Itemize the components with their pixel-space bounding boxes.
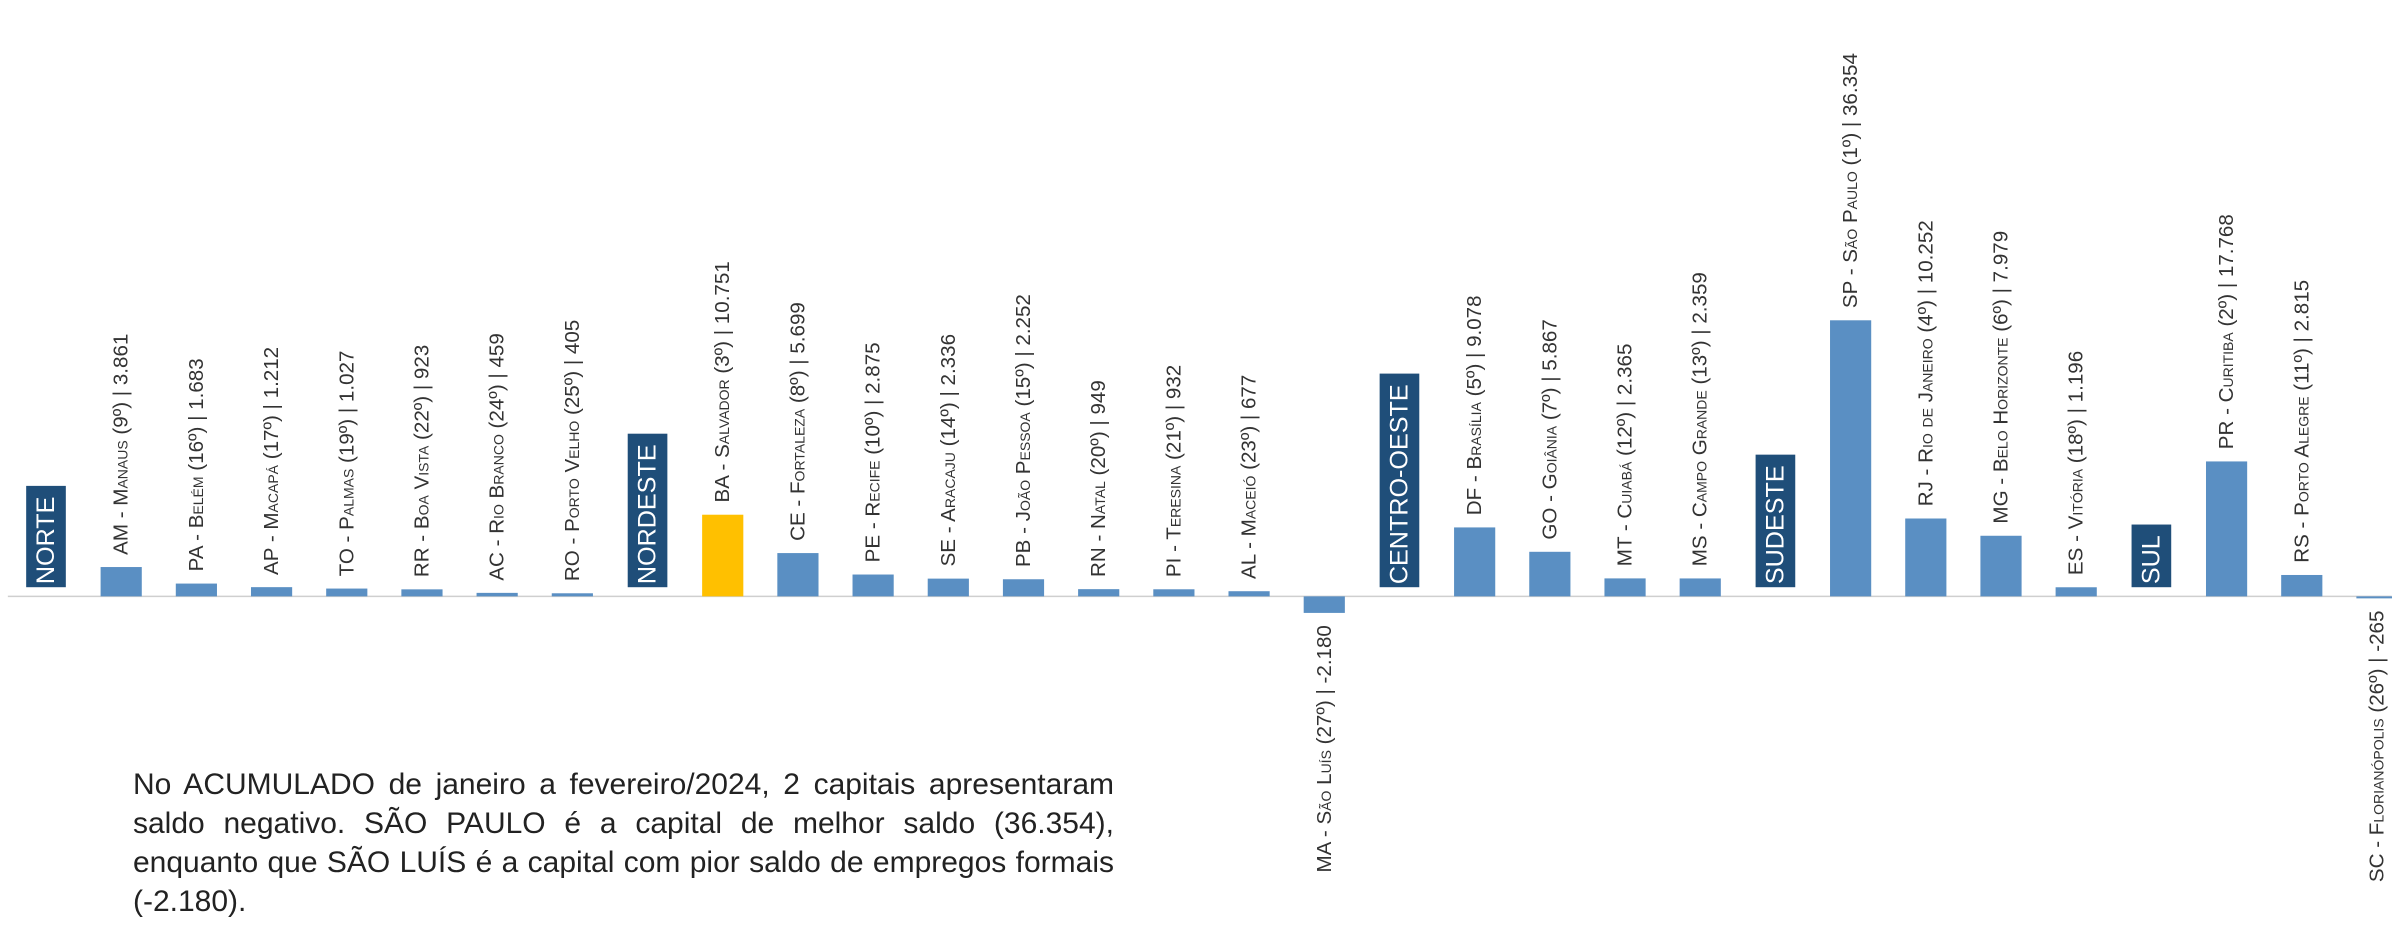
bar xyxy=(702,514,744,597)
bar xyxy=(1980,535,2022,597)
bar xyxy=(401,589,443,597)
region-label: SUL xyxy=(2137,535,2165,584)
region-box xyxy=(2131,524,2172,588)
bar xyxy=(551,593,593,597)
region-box xyxy=(1755,454,1796,588)
bar xyxy=(1153,589,1195,597)
bar-label: MT - Cuiabá (12º) | 2.365 xyxy=(1614,344,1637,567)
bar-label: PI - Teresina (21º) | 932 xyxy=(1162,365,1185,577)
bar xyxy=(777,553,819,597)
bar xyxy=(1529,551,1571,597)
region-label: NORDESTE xyxy=(634,444,662,584)
note: No ACUMULADO de janeiro a fevereiro/2024… xyxy=(133,768,1114,918)
bar xyxy=(1830,320,1872,597)
bar-label: PB - João Pessoa (15º) | 2.252 xyxy=(1012,294,1035,567)
region-label: NORTE xyxy=(32,497,60,585)
bar-label: GO - Goiânia (7º) | 5.867 xyxy=(1538,319,1561,539)
region-label: SUDESTE xyxy=(1761,465,1789,584)
bar-label: TO - Palmas (19º) | 1.027 xyxy=(335,351,358,577)
bar-label: MS - Campo Grande (13º) | 2.359 xyxy=(1689,272,1712,566)
bar xyxy=(175,583,217,597)
bar xyxy=(1604,578,1646,597)
bar xyxy=(2281,574,2323,597)
bar-label: RR - Boa Vista (22º) | 923 xyxy=(410,345,433,577)
bar xyxy=(2205,461,2248,597)
bar-label: RN - Natal (20º) | 949 xyxy=(1087,380,1110,577)
bar xyxy=(1078,589,1120,597)
bar xyxy=(2055,587,2097,597)
bar-label: BA - Salvador (3º) | 10.751 xyxy=(711,261,734,502)
bar xyxy=(927,578,969,597)
bar xyxy=(1303,596,1345,613)
bar-label: DF - Brasília (5º) | 9.078 xyxy=(1463,295,1486,515)
bar-label: PA - Belém (16º) | 1.683 xyxy=(185,358,208,571)
bar-label: MG - Belo Horizonte (6º) | 7.979 xyxy=(1990,231,2013,524)
region-box xyxy=(26,485,66,588)
bar xyxy=(1454,527,1496,597)
bar-label: SE - Aracaju (14º) | 2.336 xyxy=(937,334,960,566)
bar-label: AL - Maceió (23º) | 677 xyxy=(1238,375,1261,579)
bar-label: MA - São Luís (27º) | -2.180 xyxy=(1313,625,1336,872)
bar-label: SC - Florianópolis (26º) | -265 xyxy=(2365,611,2388,883)
bar xyxy=(1228,591,1270,597)
bar-label: SP - São Paulo (1º) | 36.354 xyxy=(1839,53,1862,308)
bar xyxy=(2356,596,2392,599)
bar xyxy=(326,588,368,597)
bar xyxy=(250,587,293,597)
bar xyxy=(476,592,518,597)
bar-label: PE - Recife (10º) | 2.875 xyxy=(862,342,885,562)
bar-label: AC - Rio Branco (24º) | 459 xyxy=(486,333,509,580)
bar-label: ES - Vitória (18º) | 1.196 xyxy=(2065,351,2088,575)
bar xyxy=(852,574,894,597)
bar xyxy=(1002,579,1045,597)
bar-label: RJ - Rio de Janeiro (4º) | 10.252 xyxy=(1914,220,1937,506)
bar-label: RS - Porto Alegre (11º) | 2.815 xyxy=(2290,280,2313,563)
bar-label: AP - Macapá (17º) | 1.212 xyxy=(260,347,283,575)
bar xyxy=(1905,518,1947,597)
bar-label: AM - Manaus (9º) | 3.861 xyxy=(110,334,133,555)
region-box xyxy=(1379,373,1420,588)
region-label: CENTRO-OESTE xyxy=(1385,384,1413,584)
bar-label: CE - Fortaleza (8º) | 5.699 xyxy=(786,302,809,541)
bar xyxy=(100,567,142,597)
bar xyxy=(1679,578,1721,597)
bar-label: PR - Curitiba (2º) | 17.768 xyxy=(2215,214,2238,449)
bar-label: RO - Porto Velho (25º) | 405 xyxy=(561,320,584,581)
region-box xyxy=(627,433,668,588)
